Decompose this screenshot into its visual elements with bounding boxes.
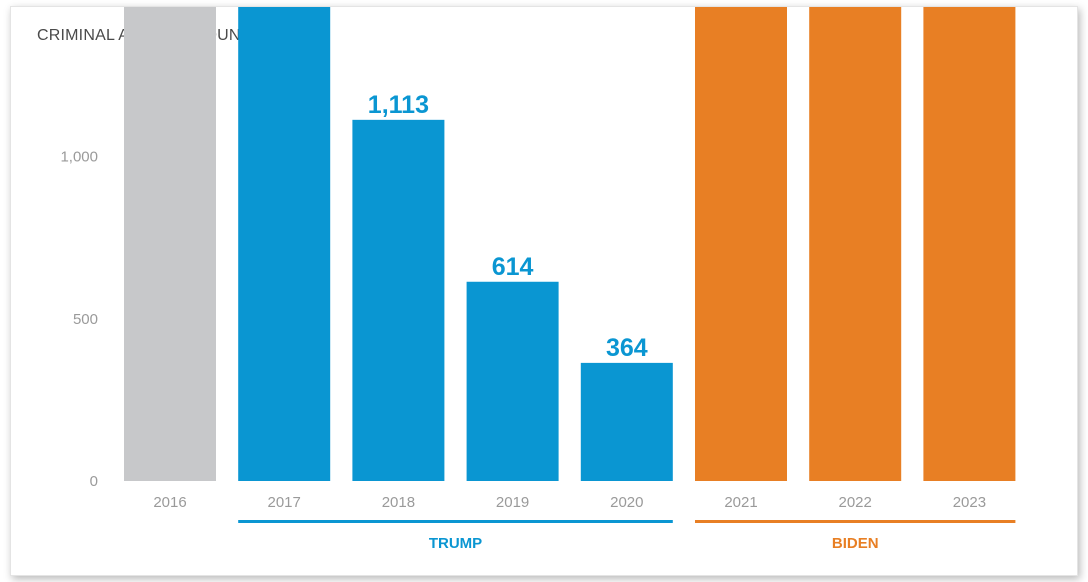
y-tick-label: 0 — [90, 473, 98, 490]
y-tick-label: 500 — [73, 311, 98, 328]
x-tick-label: 2023 — [953, 494, 986, 511]
biden-label: BIDEN — [832, 535, 879, 552]
x-tick-label: 2022 — [839, 494, 872, 511]
x-axis: 2016 2017 2018 2019 2020 2021 2022 2023 — [153, 494, 986, 511]
x-tick-label: 2016 — [153, 494, 186, 511]
era-groups: TRUMP BIDEN — [238, 520, 1016, 552]
x-tick-label: 2019 — [496, 494, 529, 511]
bar-value-label: 364 — [606, 334, 648, 362]
bar-2020 — [580, 362, 673, 481]
bar-2016 — [124, 7, 216, 481]
bar-value-label: 614 — [492, 253, 534, 281]
bar-chart: CRIMINAL ALIEN ENCOUNTERS 05001,0001,500… — [37, 7, 1016, 552]
bars: 2,4581,5961,1136143641,6291,6142,208*2,0… — [124, 7, 1016, 482]
bar-value-label: 1,113 — [368, 91, 429, 119]
y-tick-label: 1,000 — [60, 149, 98, 166]
chart-frame: CRIMINAL ALIEN ENCOUNTERS 05001,0001,500… — [10, 6, 1078, 576]
bar-2021 — [695, 7, 787, 481]
x-tick-label: 2020 — [610, 494, 643, 511]
x-tick-label: 2017 — [268, 494, 301, 511]
bar-2019 — [466, 281, 559, 481]
x-tick-label: 2018 — [382, 494, 415, 511]
trump-bracket-line — [238, 520, 673, 523]
bar-2023 — [923, 7, 1016, 482]
bar-2022 — [809, 7, 902, 481]
biden-bracket-line — [695, 520, 1016, 523]
trump-label: TRUMP — [429, 535, 482, 552]
x-tick-label: 2021 — [724, 494, 757, 511]
bar-2017 — [238, 7, 331, 481]
bar-2018 — [352, 119, 445, 482]
